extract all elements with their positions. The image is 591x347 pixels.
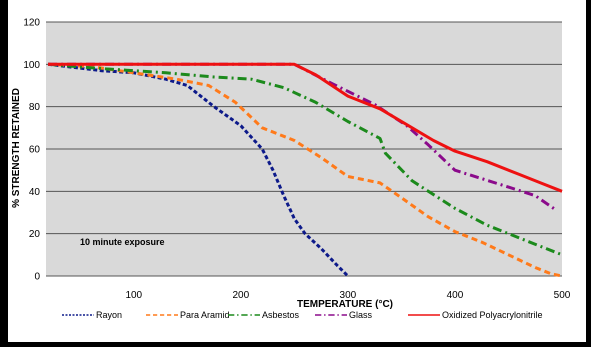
exposure-annotation: 10 minute exposure [80,237,165,247]
series-line-oxidized-polyacrylonitrile [48,62,563,193]
legend-label: Glass [349,310,373,320]
series-group [47,62,563,278]
legend-label: Rayon [96,310,122,320]
legend: Rayon Para Aramid Asbestos Glass Oxidized Po… [62,310,543,320]
x-tick-label: 100 [125,290,142,301]
x-tick-label: 500 [554,290,571,301]
legend-label: Oxidized Polyacrylonitrile [442,310,543,320]
y-tick-label: 60 [29,145,41,156]
y-axis-ticks: 0 20 40 60 80 100 120 [23,18,40,283]
x-tick-label: 300 [340,290,357,301]
series-line-asbestos [47,62,563,257]
x-tick-label: 200 [232,290,249,301]
y-tick-label: 40 [29,187,41,198]
series-line-para-aramid [48,62,563,278]
x-tick-label: 400 [447,290,464,301]
y-tick-label: 120 [23,18,40,29]
x-axis-label: TEMPERATURE (°C) [297,299,393,310]
y-tick-label: 80 [29,102,41,113]
y-tick-label: 0 [34,272,40,283]
y-axis-label: % STRENGTH RETAINED [11,88,22,208]
y-tick-label: 20 [29,229,41,240]
legend-label: Para Aramid [180,310,230,320]
legend-label: Asbestos [262,310,300,320]
y-tick-label: 100 [23,60,40,71]
x-axis-ticks: 100 200 300 400 500 [125,290,570,301]
